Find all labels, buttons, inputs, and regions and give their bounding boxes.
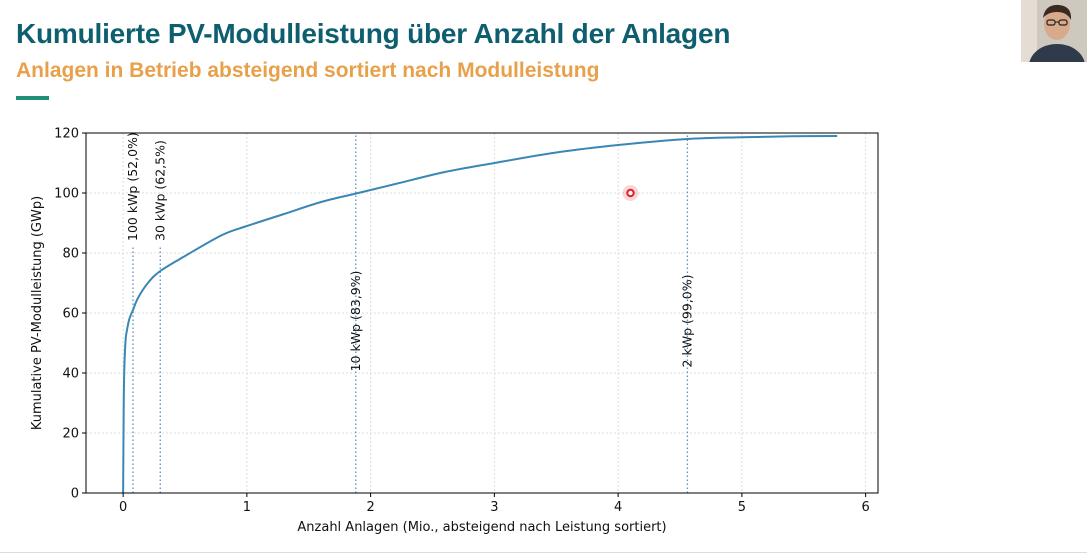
x-tick-label: 4 — [614, 500, 622, 515]
x-tick-label: 0 — [119, 500, 127, 515]
x-tick-label: 1 — [243, 500, 251, 515]
grid — [86, 132, 878, 494]
threshold-label: 30 kWp (62,5%) — [152, 140, 167, 241]
y-tick-label: 100 — [54, 187, 79, 202]
bottom-divider — [0, 552, 1087, 553]
x-tick-label: 3 — [490, 500, 498, 515]
title-accent-bar — [16, 96, 49, 100]
x-tick-label: 6 — [861, 500, 869, 515]
slide-title: Kumulierte PV-Modulleistung über Anzahl … — [16, 18, 731, 49]
laser-pointer-dot — [626, 188, 635, 198]
y-tick-label: 80 — [62, 247, 79, 262]
threshold-label: 2 kWp (99,0%) — [679, 275, 694, 368]
y-tick-label: 40 — [62, 367, 79, 382]
y-axis-label: Kumulative PV-Modulleistung (GWp) — [30, 196, 45, 430]
y-tick-label: 120 — [54, 127, 79, 142]
slide-subtitle: Anlagen in Betrieb absteigend sortiert n… — [16, 59, 600, 82]
series-layer — [122, 135, 838, 494]
x-tick-label: 2 — [366, 500, 374, 515]
x-axis-label: Anzahl Anlagen (Mio., absteigend nach Le… — [297, 520, 666, 535]
y-tick-label: 60 — [62, 307, 79, 322]
x-tick-label: 5 — [738, 500, 746, 515]
threshold-label: 100 kWp (52,0%) — [125, 132, 140, 241]
threshold-markers: 100 kWp (52,0%) 30 kWp (62,5%) 10 kWp (83,… — [125, 132, 694, 493]
presenter-webcam-icon — [1021, 0, 1087, 62]
laser-pointer — [622, 185, 639, 201]
y-tick-label: 20 — [62, 427, 79, 442]
y-tick-label: 0 — [71, 487, 79, 502]
cumulative-capacity-line — [122, 135, 838, 494]
threshold-label: 10 kWp (83,9%) — [348, 271, 363, 372]
